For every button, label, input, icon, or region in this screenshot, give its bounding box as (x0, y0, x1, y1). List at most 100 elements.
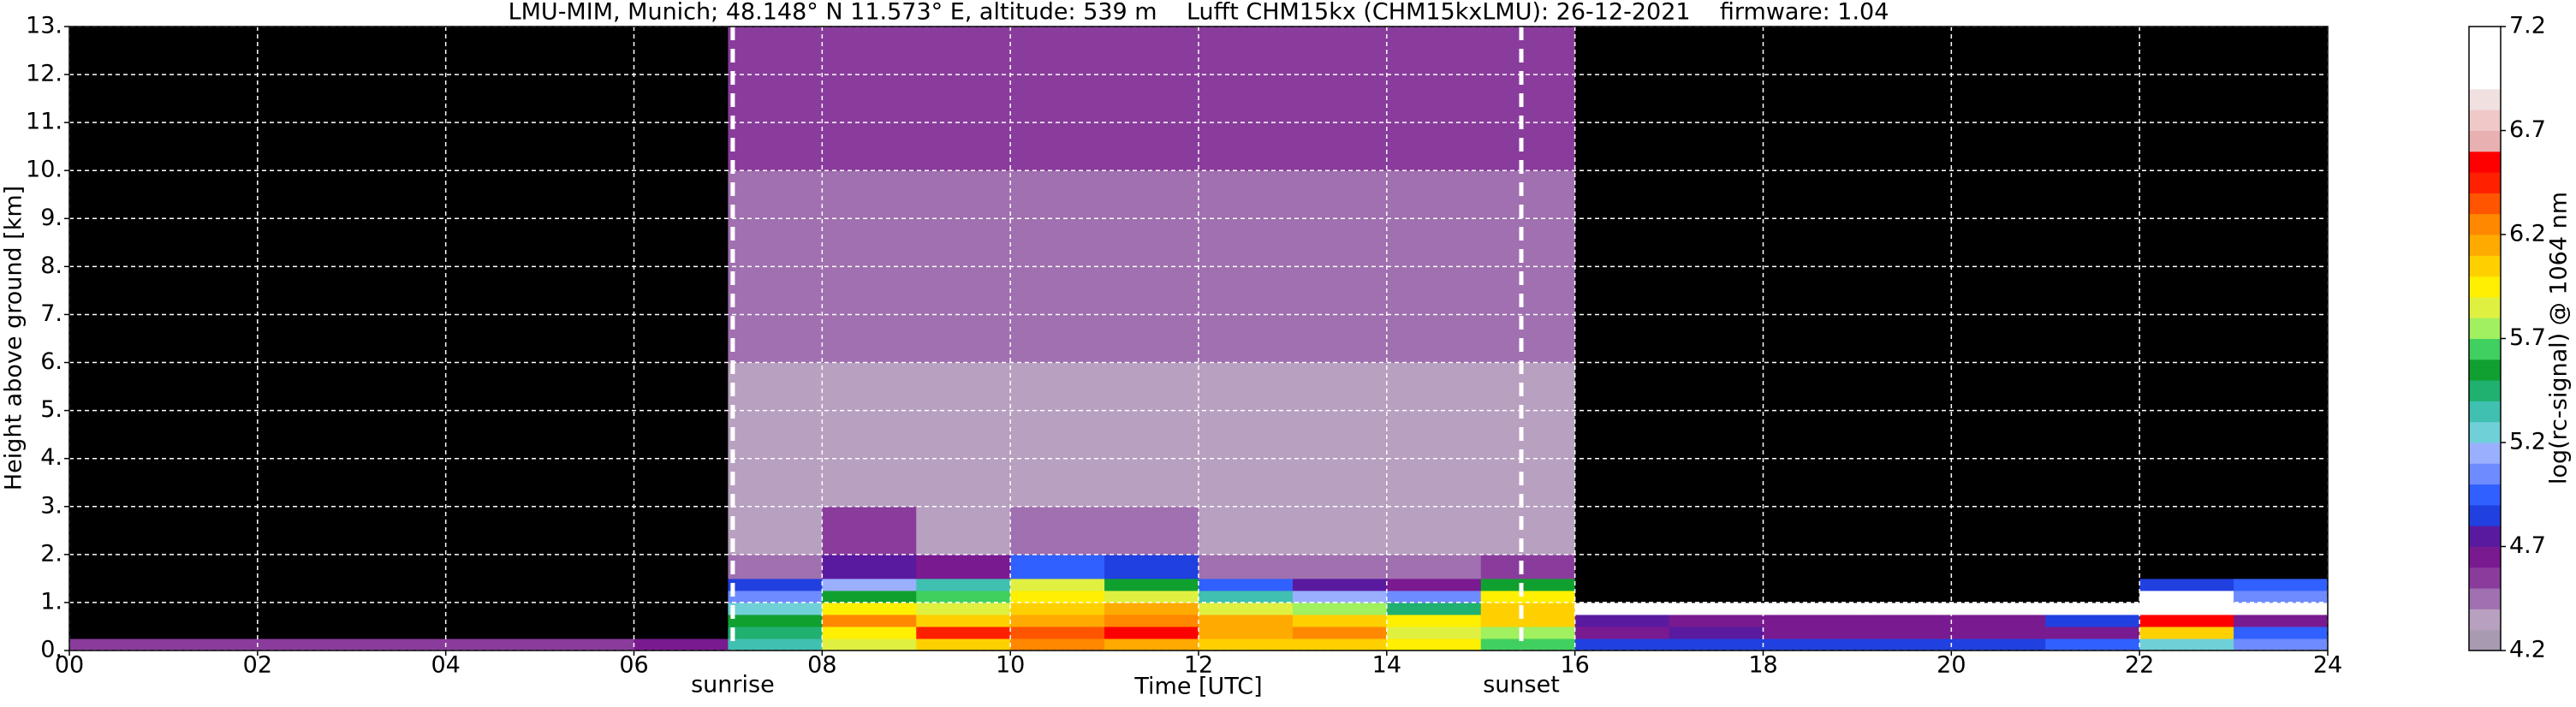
heatmap-cell (634, 554, 729, 579)
heatmap-cell (1199, 170, 1294, 267)
heatmap-cell (1292, 458, 1388, 508)
heatmap-cell (69, 614, 164, 627)
heatmap-cell (1574, 578, 1670, 591)
heatmap-cell (2234, 554, 2329, 579)
heatmap-cell (916, 626, 1011, 639)
heatmap-cell (163, 458, 259, 508)
heatmap-cell (2234, 578, 2329, 591)
x-tick-label: 06 (619, 652, 648, 679)
heatmap-cell (634, 638, 729, 651)
heatmap-cell (1292, 614, 1388, 627)
heatmap-cell (916, 554, 1011, 579)
heatmap-cell (1199, 578, 1294, 591)
x-axis-label: Time [UTC] (1133, 674, 1262, 700)
heatmap-cell (2139, 602, 2234, 615)
heatmap-cell (1669, 614, 1764, 627)
heatmap-cell (1574, 614, 1670, 627)
heatmap-cell (822, 554, 917, 579)
heatmap-cell (1199, 458, 1294, 508)
heatmap-cell (728, 506, 823, 556)
heatmap-cell (1292, 27, 1388, 171)
heatmap-cell (257, 614, 353, 627)
heatmap-cell (351, 458, 447, 508)
colorbar-segment (2469, 255, 2501, 277)
colorbar-tick-label: 4.7 (2509, 532, 2546, 559)
heatmap-cell (1669, 602, 1764, 615)
heatmap-cell (1857, 626, 1952, 639)
heatmap-cell (634, 458, 729, 508)
heatmap-cell (1574, 27, 1670, 171)
heatmap-cell (69, 506, 164, 556)
heatmap-cell (539, 27, 634, 171)
heatmap-cell (1480, 506, 1576, 556)
colorbar-segment (2469, 504, 2501, 526)
heatmap-cell (163, 638, 259, 651)
heatmap-cell (728, 578, 823, 591)
x-tick-label: 00 (55, 652, 84, 679)
heatmap-cell (1669, 638, 1764, 651)
x-tick-label: 22 (2125, 652, 2154, 679)
heatmap-cell (1857, 554, 1952, 579)
heatmap-cell (1199, 602, 1294, 615)
heatmap-cell (1763, 506, 1858, 556)
colorbar-segment (2469, 68, 2501, 90)
heatmap-cell (1763, 626, 1858, 639)
heatmap-cell (822, 458, 917, 508)
heatmap-cell (1010, 590, 1105, 603)
heatmap-cell (1574, 638, 1670, 651)
heatmap-cell (728, 626, 823, 639)
heatmap-cell (2139, 578, 2234, 591)
colorbar-segment (2469, 110, 2501, 131)
heatmap-cell (2139, 170, 2234, 267)
heatmap-cell (1857, 614, 1952, 627)
heatmap-cell (1763, 590, 1858, 603)
heatmap-cell (1199, 626, 1294, 639)
heatmap-cell (1292, 362, 1388, 460)
heatmap-cell (539, 458, 634, 508)
heatmap-cell (2234, 626, 2329, 639)
y-tick-label: 4. (40, 444, 62, 471)
heatmap-cell (822, 362, 917, 460)
heatmap-cell (634, 614, 729, 627)
heatmap-cell (1951, 27, 2046, 171)
y-tick-label: 5. (40, 396, 62, 423)
heatmap-cell (445, 578, 541, 591)
heatmap-cell (1669, 590, 1764, 603)
heatmap-cell (1292, 266, 1388, 364)
heatmap-cell (1104, 27, 1199, 171)
heatmap-cell (2139, 458, 2234, 508)
heatmap-cell (445, 602, 541, 615)
x-tick-label: 24 (2313, 652, 2342, 679)
colorbar-segment (2469, 401, 2501, 423)
heatmap-cell (1292, 590, 1388, 603)
heatmap-cell (1104, 578, 1199, 591)
heatmap-cell (257, 590, 353, 603)
heatmap-cell (351, 638, 447, 651)
colorbar-segment (2469, 609, 2501, 631)
heatmap-cell (2139, 626, 2234, 639)
heatmap-cell (916, 590, 1011, 603)
heatmap-cell (1199, 506, 1294, 556)
heatmap-cell (257, 626, 353, 639)
plot-frame (68, 26, 2329, 651)
heatmap-cell (1199, 266, 1294, 364)
colorbar-segment (2469, 193, 2501, 215)
heatmap-cell (539, 590, 634, 603)
heatmap-cell (445, 458, 541, 508)
heatmap-cell (69, 602, 164, 615)
x-tick-label: 02 (243, 652, 272, 679)
colorbar-segment (2469, 421, 2501, 443)
heatmap-cell (1199, 554, 1294, 579)
heatmap-cell (539, 626, 634, 639)
heatmap-cell (351, 626, 447, 639)
heatmap-cell (2234, 506, 2329, 556)
heatmap-cell (1386, 626, 1482, 639)
heatmap-cell (1763, 578, 1858, 591)
heatmap-cell (2139, 590, 2234, 603)
heatmap-cell (2234, 27, 2329, 171)
y-tick-label: 2. (40, 540, 62, 567)
heatmap-cell (445, 614, 541, 627)
heatmap-cell (916, 27, 1011, 171)
colorbar-tick-label: 6.7 (2509, 116, 2546, 143)
heatmap-cell (163, 626, 259, 639)
